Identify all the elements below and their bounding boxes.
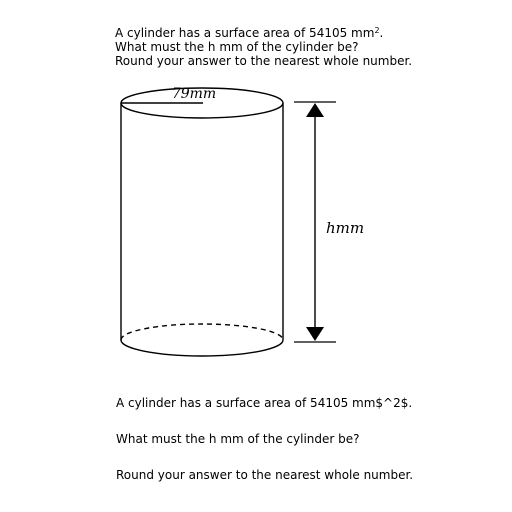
question-body: A cylinder has a surface area of 54105 m… xyxy=(116,394,413,502)
arrow-down-icon xyxy=(306,327,324,341)
radius-label: 79mm xyxy=(172,86,216,102)
question-header: A cylinder has a surface area of 54105 m… xyxy=(115,26,412,68)
body-line-1: A cylinder has a surface area of 54105 m… xyxy=(116,396,413,410)
header-line-1-period: . xyxy=(379,26,384,40)
body-line-2: What must the h mm of the cylinder be? xyxy=(116,432,360,446)
arrow-up-icon xyxy=(306,103,324,117)
superscript-2: 2 xyxy=(374,26,380,35)
header-line-1-text: A cylinder has a surface area of 54105 m… xyxy=(115,26,375,40)
height-label: hmm xyxy=(326,219,364,237)
cylinder-bottom-front xyxy=(120,339,284,357)
body-line-3: Round your answer to the nearest whole n… xyxy=(116,468,414,482)
header-line-3: Round your answer to the nearest whole n… xyxy=(115,54,413,68)
header-line-2: What must the h mm of the cylinder be? xyxy=(115,40,359,54)
cylinder-bottom-back-dashed xyxy=(120,323,284,341)
header-line-1: A cylinder has a surface area of 54105 m… xyxy=(115,26,412,40)
